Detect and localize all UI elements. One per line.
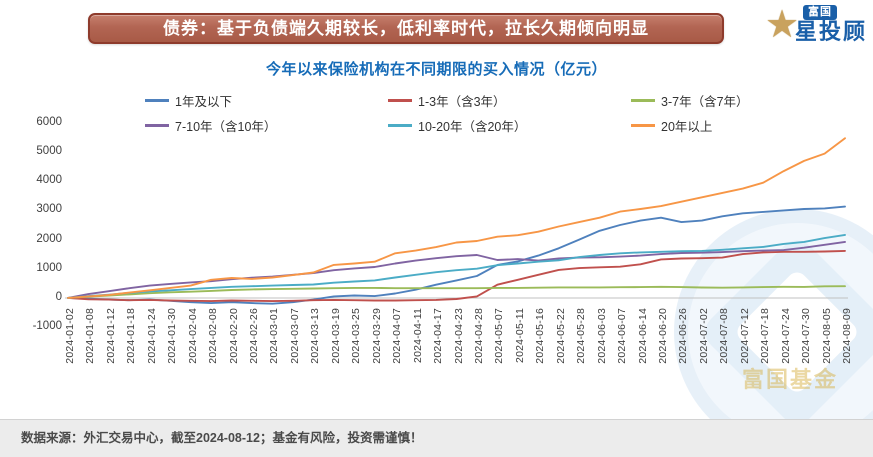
- x-tick-label: 2024-02-26: [248, 308, 261, 364]
- x-tick-label: 2024-02-08: [207, 308, 220, 364]
- x-tick-label: 2024-01-30: [166, 308, 179, 364]
- x-tick-label: 2024-03-25: [350, 308, 363, 364]
- x-tick-label: 2024-01-12: [104, 308, 117, 364]
- legend-item-3-7年（含7年）: 3-7年（含7年）: [631, 93, 873, 109]
- star-icon: ★: [765, 4, 800, 46]
- x-tick-label: 2024-01-08: [84, 308, 97, 364]
- legend-label: 7-10年（含10年）: [175, 119, 277, 134]
- legend-item-1年及以下: 1年及以下: [145, 93, 388, 109]
- x-tick-label: 2024-06-26: [677, 308, 690, 364]
- legend-item-20年以上: 20年以上: [631, 118, 873, 134]
- x-tick-label: 2024-06-20: [656, 308, 669, 364]
- legend-label: 10-20年（含20年）: [418, 119, 527, 134]
- x-tick-label: 2024-07-02: [697, 308, 710, 364]
- series-line-1-3年（含3年）: [67, 249, 846, 303]
- y-tick-label: 6000: [36, 116, 62, 128]
- watermark-text: 富国基金: [742, 367, 839, 392]
- x-tick-label: 2024-03-19: [329, 308, 342, 364]
- legend-swatch-icon: [145, 123, 169, 127]
- x-tick-label: 2024-03-29: [370, 308, 383, 364]
- x-tick-label: 2024-05-11: [513, 308, 526, 363]
- brand-logo: ★ 富国 星投顾: [765, 2, 867, 54]
- x-tick-label: 2024-01-18: [125, 308, 138, 364]
- y-tick-label: 4000: [36, 174, 62, 187]
- legend-swatch-icon: [388, 123, 412, 127]
- legend-item-1-3年（含3年）: 1-3年（含3年）: [388, 93, 631, 109]
- source-note: 数据来源：外汇交易中心，截至2024-08-12；基金有风险，投资需谨慎！: [0, 419, 873, 457]
- banner-title: 债券：基于负债端久期较长，低利率时代，拉长久期倾向明显: [88, 13, 724, 44]
- y-tick-label: 5000: [36, 145, 62, 158]
- x-tick-label: 2024-07-12: [738, 308, 751, 364]
- x-tick-label: 2024-06-03: [595, 308, 608, 364]
- legend-label: 3-7年（含7年）: [661, 94, 749, 109]
- legend-item-7-10年（含10年）: 7-10年（含10年）: [145, 118, 388, 134]
- chart-title: 今年以来保险机构在不同期限的买入情况（亿元）: [265, 61, 607, 78]
- y-tick-label: 1000: [36, 261, 62, 274]
- x-tick-label: 2024-06-07: [616, 308, 629, 364]
- x-tick-label: 2024-05-16: [534, 308, 547, 364]
- y-tick-label: 2000: [36, 232, 62, 245]
- y-tick-label: 3000: [36, 203, 62, 216]
- x-tick-label: 2024-04-28: [472, 308, 485, 364]
- y-tick-label: 0: [55, 290, 62, 303]
- x-tick-label: 2024-04-07: [391, 308, 404, 364]
- logo-brand: 星投顾: [795, 19, 868, 44]
- series-line-20年以上: [67, 137, 846, 299]
- legend-label: 20年以上: [661, 119, 713, 134]
- x-tick-label: 2024-07-24: [779, 308, 792, 364]
- legend-swatch-icon: [388, 98, 412, 102]
- x-tick-label: 2024-05-07: [493, 308, 506, 364]
- x-tick-label: 2024-01-02: [64, 308, 76, 364]
- x-tick-label: 2024-04-11: [411, 308, 424, 363]
- x-tick-label: 2024-03-01: [268, 308, 281, 364]
- x-tick-label: 2024-08-05: [820, 308, 833, 364]
- x-tick-label: 2024-08-09: [841, 308, 853, 364]
- x-tick-label: 2024-07-30: [800, 308, 813, 364]
- legend-swatch-icon: [631, 123, 655, 127]
- x-tick-label: 2024-03-07: [288, 308, 301, 364]
- series-line-1年及以下: [67, 205, 846, 305]
- x-tick-label: 2024-04-23: [452, 308, 465, 364]
- series-line-10-20年（含20年）: [67, 233, 846, 299]
- x-tick-label: 2024-02-04: [186, 308, 199, 364]
- series-line-7-10年（含10年）: [67, 240, 846, 299]
- y-tick-label: -1000: [32, 320, 62, 332]
- logo-badge: 富国: [803, 5, 837, 20]
- legend-label: 1年及以下: [175, 94, 232, 109]
- x-tick-label: 2024-05-28: [575, 308, 588, 364]
- x-tick-label: 2024-07-08: [718, 308, 731, 364]
- brand-watermark: [674, 209, 873, 455]
- legend-label: 1-3年（含3年）: [418, 94, 506, 109]
- legend-row-1: 1年及以下 1-3年（含3年） 3-7年（含7年）: [145, 93, 873, 109]
- legend-swatch-icon: [631, 98, 655, 102]
- x-tick-label: 2024-04-17: [432, 308, 445, 364]
- x-tick-label: 2024-07-18: [759, 308, 772, 364]
- x-tick-label: 2024-06-14: [636, 308, 649, 364]
- x-tick-label: 2024-05-22: [554, 308, 567, 364]
- legend-swatch-icon: [145, 98, 169, 102]
- x-tick-label: 2024-02-20: [227, 308, 240, 364]
- x-tick-label: 2024-01-24: [145, 308, 158, 364]
- x-tick-label: 2024-03-13: [309, 308, 322, 364]
- legend-row-2: 7-10年（含10年） 10-20年（含20年） 20年以上: [145, 118, 873, 134]
- legend-item-10-20年（含20年）: 10-20年（含20年）: [388, 118, 631, 134]
- series-line-3-7年（含7年）: [67, 285, 846, 299]
